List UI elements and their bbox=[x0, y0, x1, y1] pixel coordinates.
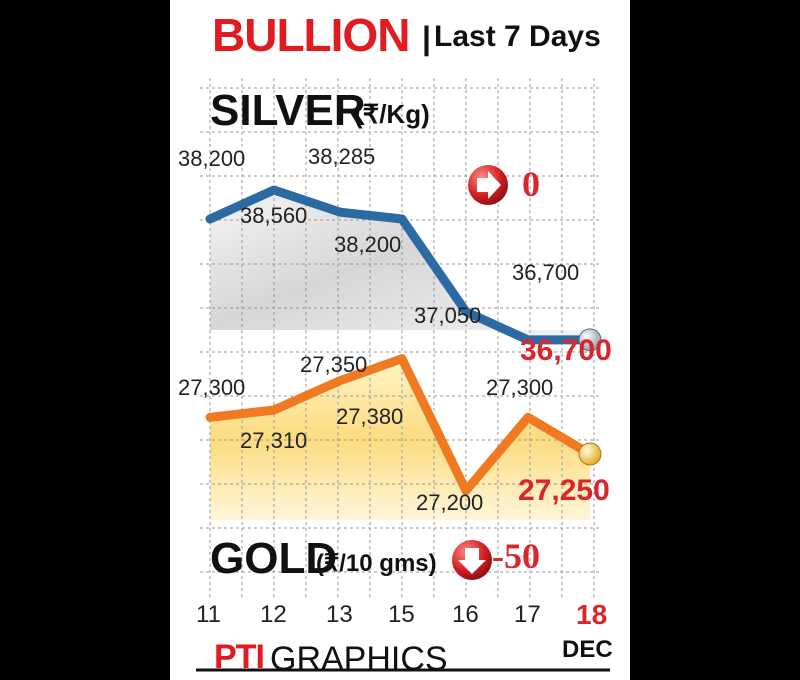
gold-end-point bbox=[578, 442, 602, 466]
silver-value-label: 38,285 bbox=[308, 144, 376, 169]
silver-value-label: 36,700 bbox=[512, 260, 580, 285]
title-separator: | bbox=[422, 20, 431, 56]
gold-value-label: 27,350 bbox=[300, 352, 368, 377]
gold-value-label: 27,310 bbox=[240, 428, 308, 453]
x-tick-label: 17 bbox=[514, 601, 541, 628]
silver-value-label: 38,200 bbox=[178, 146, 246, 171]
x-tick-label: 16 bbox=[452, 601, 479, 628]
gold-latest-value: 27,250 bbox=[518, 474, 610, 507]
gold-line bbox=[205, 354, 595, 496]
gold-value-label: 27,300 bbox=[178, 375, 246, 400]
gold-value-label: 27,300 bbox=[486, 375, 554, 400]
gold-label: GOLD bbox=[210, 534, 338, 583]
silver-area bbox=[210, 190, 590, 340]
silver-end-point bbox=[578, 328, 602, 352]
chart-title: BULLION bbox=[212, 9, 410, 61]
x-tick-label: 13 bbox=[326, 601, 353, 628]
x-tick-label: 11 bbox=[196, 601, 221, 628]
month-label: DEC bbox=[562, 636, 613, 663]
gold-change-value: -50 bbox=[492, 536, 540, 576]
silver-value-label: 38,560 bbox=[240, 203, 308, 228]
gold-unit: (₹/10 gms) bbox=[316, 550, 437, 577]
right-arrow-icon bbox=[477, 171, 501, 199]
chart-canvas bbox=[196, 78, 610, 672]
chart-subtitle: Last 7 Days bbox=[434, 20, 601, 53]
chart-panel: BULLION | Last 7 Days SILVER (₹/Kg) GOLD… bbox=[170, 0, 630, 680]
silver-change-value: 0 bbox=[522, 164, 540, 204]
silver-line bbox=[205, 185, 595, 345]
gold-value-label: 27,380 bbox=[336, 404, 404, 429]
x-tick-label: 18 bbox=[576, 599, 608, 630]
silver-latest-value: 36,700 bbox=[520, 334, 612, 367]
silver-label: SILVER bbox=[210, 86, 366, 135]
silver-value-label: 37,050 bbox=[414, 303, 482, 328]
silver-unit: (₹/Kg) bbox=[354, 99, 430, 129]
down-arrow-icon bbox=[458, 548, 486, 574]
x-tick-label: 12 bbox=[260, 601, 287, 628]
source-logo: PTI bbox=[214, 638, 265, 676]
source-text: GRAPHICS bbox=[270, 640, 448, 678]
x-tick-label: 15 bbox=[388, 601, 415, 628]
gold-value-label: 27,200 bbox=[416, 490, 484, 515]
silver-value-label: 38,200 bbox=[334, 232, 402, 257]
